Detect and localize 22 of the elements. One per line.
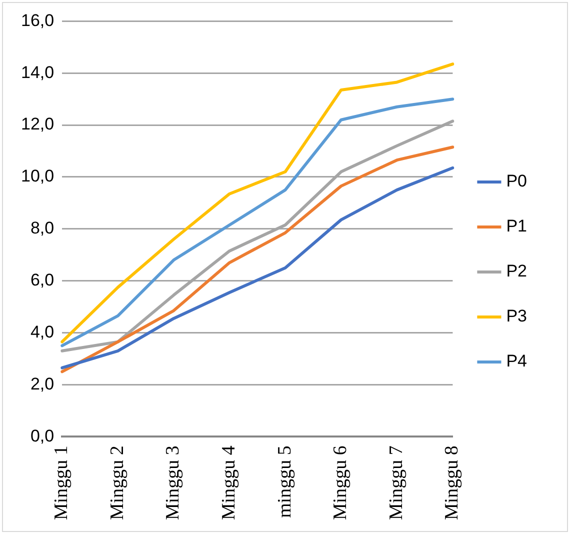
x-tick-label: Minggu 2	[106, 446, 128, 520]
legend-label: P2	[506, 262, 528, 281]
x-tick-label: Minggu 7	[386, 446, 407, 520]
y-tick-label: 14,0	[20, 62, 54, 82]
legend-label: P3	[506, 306, 528, 326]
y-tick-label: 2,0	[30, 374, 54, 394]
x-tick-label: minggu 5	[274, 446, 296, 518]
legend-label: P4	[506, 352, 528, 371]
y-tick-label: 4,0	[30, 322, 54, 342]
legend-label: P0	[506, 172, 528, 191]
x-tick-label: Minggu 1	[51, 446, 72, 520]
x-tick-label: Minggu 6	[330, 446, 352, 520]
y-tick-label: 6,0	[30, 270, 54, 290]
y-tick-label: 0,0	[30, 426, 54, 446]
x-tick-label: Minggu 3	[162, 446, 184, 520]
y-tick-label: 10,0	[20, 166, 54, 186]
x-tick-label: Minggu 8	[442, 446, 463, 520]
y-tick-label: 16,0	[20, 10, 54, 30]
y-tick-label: 12,0	[20, 114, 54, 134]
legend-label: P1	[506, 216, 528, 236]
x-tick-label: Minggu 4	[218, 445, 240, 520]
y-tick-label: 8,0	[30, 218, 54, 238]
